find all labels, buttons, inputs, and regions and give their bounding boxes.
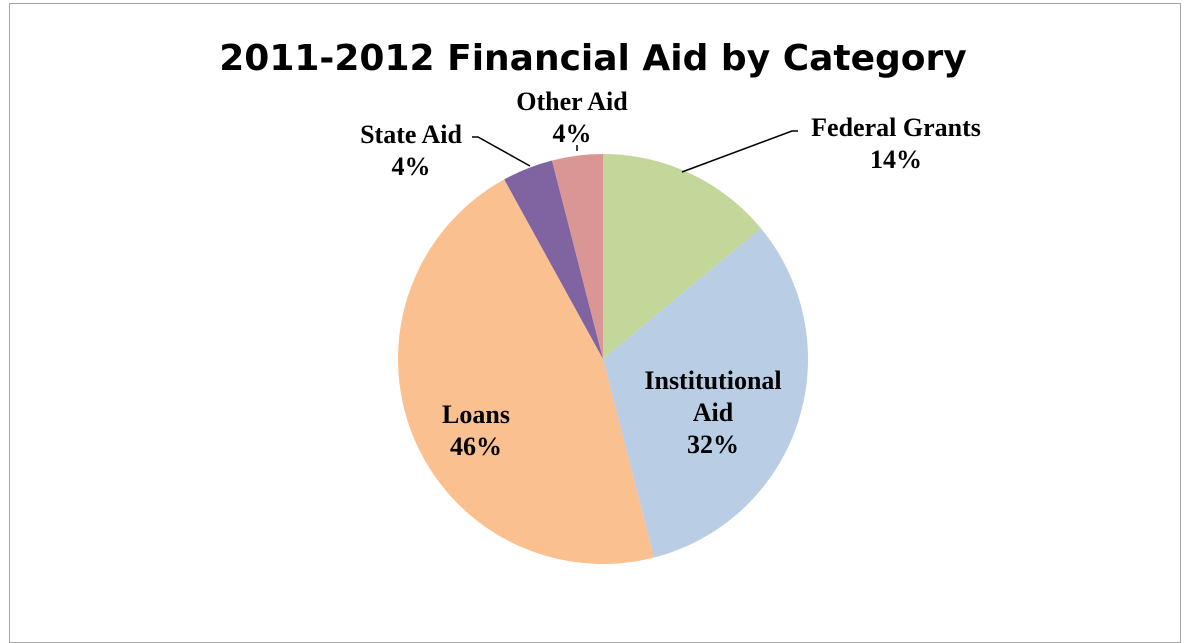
pie-slice-federal-grants <box>603 154 761 359</box>
leader-line-state-aid <box>472 136 531 167</box>
data-label-federal-grants: Federal Grants 14% <box>811 113 981 174</box>
pie-slice-other-aid <box>552 154 603 359</box>
data-label-name: Loans <box>442 400 510 429</box>
data-label-loans: Loans 46% <box>442 400 510 461</box>
data-label-value: 32% <box>687 430 739 459</box>
data-label-other-aid: Other Aid 4% <box>516 87 628 148</box>
pie-slice-institutional-aid <box>603 228 809 558</box>
pie-slice-loans <box>397 179 654 565</box>
data-label-institutional-aid: Institutional Aid 32% <box>644 366 781 459</box>
data-label-value: 14% <box>870 145 922 174</box>
data-label-name: Federal Grants <box>811 113 981 142</box>
data-label-state-aid: State Aid 4% <box>360 120 462 181</box>
pie-slice-state-aid <box>504 160 603 359</box>
data-label-value: 4% <box>392 152 431 181</box>
chart-title: 2011-2012 Financial Aid by Category <box>219 38 967 79</box>
data-label-value: 4% <box>553 119 592 148</box>
data-label-name: State Aid <box>360 120 462 149</box>
leader-line-federal-grants <box>681 130 798 173</box>
data-label-name: Other Aid <box>516 87 628 116</box>
data-label-name: Aid <box>693 398 734 427</box>
data-label-value: 46% <box>450 432 502 461</box>
data-label-name: Institutional <box>644 366 781 395</box>
pie-chart: Federal Grants 14% Institutional Aid 32% Loan… <box>360 87 981 565</box>
